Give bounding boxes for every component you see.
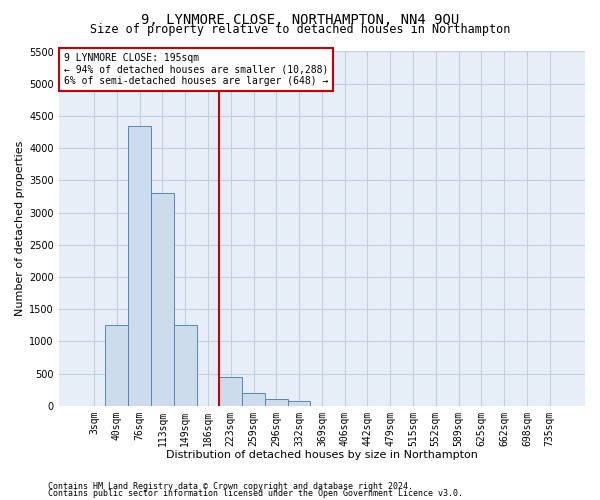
Text: 9 LYNMORE CLOSE: 195sqm
← 94% of detached houses are smaller (10,288)
6% of semi: 9 LYNMORE CLOSE: 195sqm ← 94% of detache…: [64, 54, 328, 86]
Text: Contains HM Land Registry data © Crown copyright and database right 2024.: Contains HM Land Registry data © Crown c…: [48, 482, 413, 491]
Bar: [220, 376, 242, 406]
Bar: [151, 193, 174, 406]
X-axis label: Distribution of detached houses by size in Northampton: Distribution of detached houses by size …: [166, 450, 478, 460]
Bar: [242, 393, 265, 406]
Bar: [174, 325, 197, 406]
Bar: [128, 126, 151, 406]
Text: 9, LYNMORE CLOSE, NORTHAMPTON, NN4 9QU: 9, LYNMORE CLOSE, NORTHAMPTON, NN4 9QU: [141, 12, 459, 26]
Bar: [288, 401, 310, 406]
Bar: [106, 325, 128, 406]
Bar: [265, 400, 288, 406]
Text: Contains public sector information licensed under the Open Government Licence v3: Contains public sector information licen…: [48, 489, 463, 498]
Text: Size of property relative to detached houses in Northampton: Size of property relative to detached ho…: [90, 22, 510, 36]
Y-axis label: Number of detached properties: Number of detached properties: [15, 141, 25, 316]
